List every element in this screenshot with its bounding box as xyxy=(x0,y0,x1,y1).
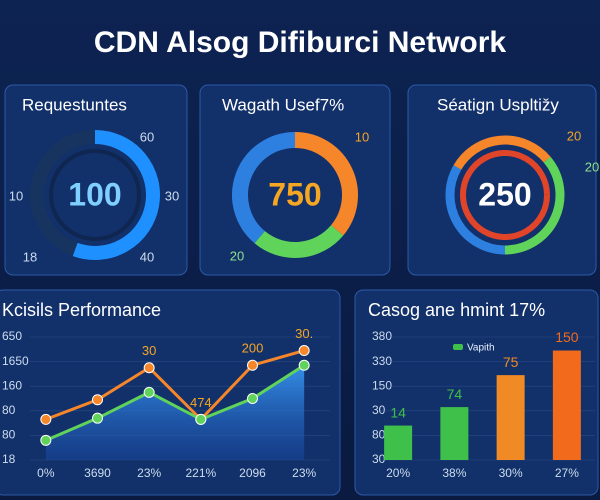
point xyxy=(247,393,258,404)
y-tick-label: 150 xyxy=(372,378,392,392)
area xyxy=(45,365,305,460)
gauge-value: 250 xyxy=(478,176,531,212)
line xyxy=(45,349,305,422)
point xyxy=(247,359,258,371)
point xyxy=(143,362,155,374)
annotation: 30. xyxy=(295,326,313,341)
gauge-ring xyxy=(254,224,344,258)
y-tick-label: 30 xyxy=(372,403,386,417)
y-tick-label: 330 xyxy=(372,354,392,368)
x-tick-label: 30% xyxy=(499,466,523,480)
gauge-value: 750 xyxy=(268,176,321,212)
chart-title: Kcisils Performance xyxy=(2,300,161,320)
annotation: 74 xyxy=(447,386,463,402)
gauge-ring xyxy=(504,156,565,255)
point xyxy=(40,434,52,446)
gauge-label: 20 xyxy=(567,128,581,143)
gauge-label: 20 xyxy=(230,248,244,263)
point xyxy=(92,412,103,424)
gauge-ring xyxy=(294,132,358,236)
annotation: 75 xyxy=(503,354,519,370)
line xyxy=(45,364,305,442)
point xyxy=(143,386,155,398)
y-tick-label: 650 xyxy=(2,329,22,343)
x-tick-label: 27% xyxy=(555,466,579,480)
chart-title: Casog ane hmint 17% xyxy=(368,300,545,320)
x-tick-label: 23% xyxy=(292,466,316,480)
gauge-ring xyxy=(445,165,506,255)
x-tick-label: 20% xyxy=(386,466,410,480)
annotation: 14 xyxy=(390,404,406,420)
gauge-label: 10 xyxy=(9,188,23,203)
annotation: 150 xyxy=(555,329,579,345)
y-tick-label: 80 xyxy=(372,428,386,442)
legend-swatch xyxy=(453,344,463,350)
point xyxy=(195,413,207,425)
annotation: 474 xyxy=(190,395,212,410)
gauge-title: Séatign Uspltižy xyxy=(437,95,559,114)
y-tick-label: 1650 xyxy=(2,354,29,368)
gauge-label: 30 xyxy=(165,188,179,203)
bar xyxy=(440,407,469,460)
bar xyxy=(384,425,413,460)
y-tick-label: 380 xyxy=(372,329,392,343)
gauge-ring xyxy=(232,132,296,244)
gauge-ring xyxy=(72,130,160,260)
x-tick-label: 38% xyxy=(442,466,466,480)
panel xyxy=(354,289,599,496)
point xyxy=(40,413,52,425)
point xyxy=(298,345,310,357)
gauge-ring xyxy=(460,149,550,240)
gauge-title: Wagath Usef7% xyxy=(222,95,344,114)
annotation: 30 xyxy=(142,343,156,358)
point xyxy=(298,359,310,371)
legend-label: Vapith xyxy=(467,343,495,354)
bar xyxy=(496,375,525,460)
gauge-ring xyxy=(453,135,551,170)
gauge-label: 40 xyxy=(140,249,154,264)
y-tick-label: 18 xyxy=(2,452,16,466)
x-tick-label: 2096 xyxy=(239,466,266,480)
y-tick-label: 160 xyxy=(2,378,22,392)
x-tick-label: 221% xyxy=(185,466,216,480)
bar xyxy=(552,350,581,460)
gauge-label: 20 xyxy=(585,159,599,174)
gauge-label: 60 xyxy=(140,129,154,144)
gauge-value: 100 xyxy=(68,176,121,212)
gauge-ring xyxy=(49,149,141,241)
gauge-title: Requestuntes xyxy=(22,95,127,114)
dashboard-title: CDN Alsog Difiburci Network xyxy=(94,26,507,59)
gauge-label: 10 xyxy=(355,129,369,144)
y-tick-label: 80 xyxy=(2,403,16,417)
x-tick-label: 23% xyxy=(137,466,161,480)
annotation: 200 xyxy=(242,341,264,356)
x-tick-label: 3690 xyxy=(84,466,111,480)
x-tick-label: 0% xyxy=(37,466,55,480)
gauge-label: 18 xyxy=(23,249,37,264)
y-tick-label: 30 xyxy=(372,452,386,466)
y-tick-label: 80 xyxy=(2,428,16,442)
point xyxy=(92,394,103,406)
